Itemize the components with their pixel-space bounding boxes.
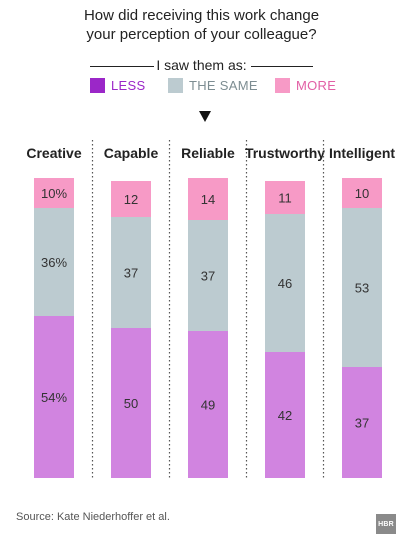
legend-rule-right [251,66,313,67]
legend-item-more: MORE [275,77,336,93]
chart-title: How did receiving this work change your … [0,6,403,44]
legend-swatch-same [168,77,183,93]
bar-segment [34,178,74,208]
data-label: 54% [41,390,67,405]
data-label: 37 [355,416,369,431]
bar-segment [265,214,305,352]
legend-label-more: MORE [296,77,337,93]
down-arrow-icon [199,111,211,122]
bar-segment [34,208,74,316]
bar-segment [188,331,228,478]
hbr-logo: HBR [376,514,396,534]
category-label: Creative [26,145,81,161]
data-label: 50 [124,396,138,411]
data-label: 36% [41,255,67,270]
chart-title-line2: your perception of your colleague? [86,26,317,43]
legend-swatch-more [275,77,290,93]
bar-segment [342,208,382,367]
bar-segment [111,328,151,478]
legend-item-less: LESS [90,77,145,93]
legend-item-same: THE SAME [168,77,258,93]
data-label: 12 [124,192,138,207]
bar-segment [265,181,305,214]
bar-segment [188,220,228,331]
data-label: 53 [355,281,369,296]
data-label: 37 [124,266,138,281]
legend-label-less: LESS [111,77,146,93]
category-label: Intelligent [329,145,395,161]
data-label: 46 [278,276,292,291]
bar-segment [342,178,382,208]
bar-segment [111,217,151,328]
data-label: 11 [278,191,292,206]
data-label: 49 [201,398,215,413]
source-note: Source: Kate Niederhoffer et al. [16,511,170,523]
category-label: Capable [104,145,159,161]
stacked-bar-chart: Creative 54% 36% 10% Capable 50 37 12 Reliable 49… [26,140,395,480]
data-label: 10% [41,186,67,201]
data-label: 10 [355,186,369,201]
data-label: 14 [201,192,215,207]
bar-segment [188,178,228,220]
bar-segment [34,316,74,478]
category-label: Trustworthy [245,145,325,161]
legend-label-same: THE SAME [189,77,258,93]
legend-rule-left [90,66,154,67]
bar-segment [111,181,151,217]
chart-title-line1: How did receiving this work change [83,7,320,24]
legend-title: I saw them as: [156,57,247,73]
category-label: Reliable [181,145,235,161]
bar-segment [342,367,382,478]
data-label: 42 [278,408,292,423]
bar-segment [265,352,305,478]
data-label: 37 [201,269,215,284]
legend-swatch-less [90,77,105,93]
